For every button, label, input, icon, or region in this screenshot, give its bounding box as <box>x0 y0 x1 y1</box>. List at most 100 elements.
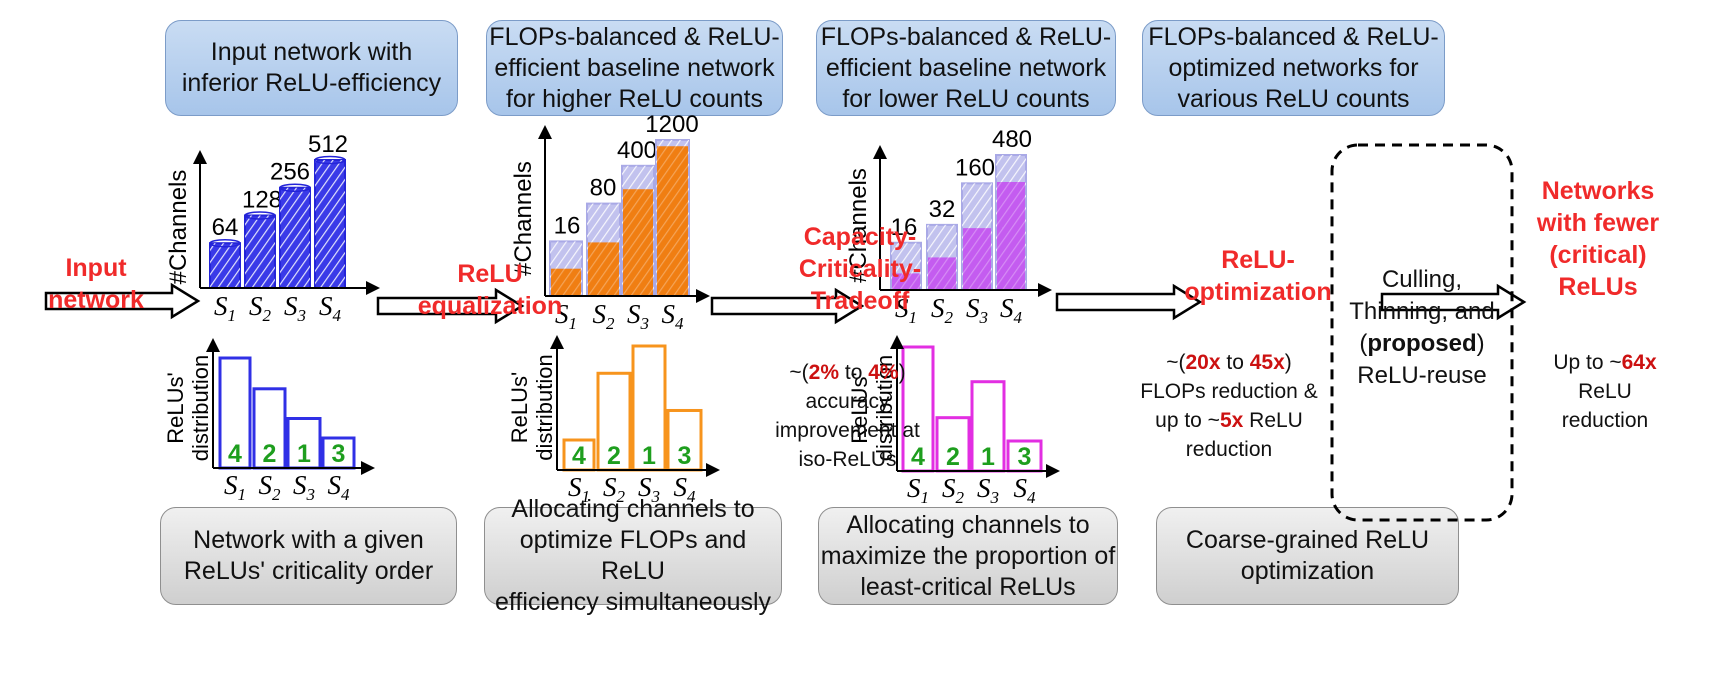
relu-bar <box>935 416 971 473</box>
channel-bar-hatch <box>210 243 240 288</box>
bottom-box-criticality-line: ReLUs' criticality order <box>183 557 434 585</box>
note-flops-mid: to <box>1220 351 1250 374</box>
relu-chart-1-stage-label: S3 <box>293 470 315 504</box>
dashed-process-box <box>1330 143 1514 522</box>
channel-value-label: 16 <box>554 212 581 239</box>
channel-chart-2-stage-label: S1 <box>555 299 577 333</box>
relu-axis-label-line1: ReLUs' <box>507 372 532 443</box>
top-box-lower-line: for lower ReLU counts <box>842 84 1090 113</box>
relu-chart-1: 4 2 1 3 S1 S2 S3 S4 ReLUs' distribution <box>163 338 375 504</box>
bottom-box-proportion-line: least-critical ReLUs <box>860 572 1076 601</box>
relu-bar <box>562 438 596 472</box>
top-box-input-line: inferior ReLU-efficiency <box>181 69 442 97</box>
step-label-equalization: ReLU equalization <box>400 258 580 322</box>
channel-chart-3-stage-label: S3 <box>966 293 988 327</box>
bottom-box-criticality-line: Network with a given <box>193 526 424 554</box>
channel-bar-solid-hatch <box>928 257 956 290</box>
note-accuracy-line: iso-ReLUs <box>798 448 897 471</box>
relu-chart-2-x-arrowhead <box>706 463 720 477</box>
note-relu-reduction: Up to ~64x ReLU reduction <box>1530 348 1680 435</box>
relu-rank-label: 2 <box>607 442 621 470</box>
step-label-output: Networks with fewer (critical) ReLUs <box>1528 175 1668 303</box>
bottom-box-flops: Allocating channels to optimize FLOPs an… <box>484 495 782 616</box>
relu-chart-3-stage-label: S2 <box>942 473 965 507</box>
dashed-box-text: Culling, Thinning, and (proposed) ReLU-r… <box>1337 264 1507 392</box>
bottom-box-proportion-line: maximize the proportion of <box>820 541 1116 570</box>
relu-rank-label: 1 <box>297 440 311 468</box>
top-box-optimized-line: FLOPs-balanced & ReLU- <box>1148 22 1439 51</box>
step-label-tradeoff: Capacity- Criticality- Tradeoff <box>780 221 940 317</box>
channel-value-label: 512 <box>308 131 348 158</box>
channel-axis-label: #Channels <box>165 170 192 285</box>
bottom-box-coarse: Coarse-grained ReLU optimization <box>1156 507 1459 605</box>
note-flops-line3-value: 5x <box>1219 409 1244 432</box>
relu-chart-2-stage-label: S1 <box>568 472 590 506</box>
channel-bar-cap <box>244 211 276 220</box>
note-flops-line3-suffix: ReLU <box>1243 409 1303 432</box>
channel-bar-solid-hatch <box>657 146 688 296</box>
relu-rank-label: 2 <box>946 443 960 471</box>
relu-chart-3-stage-label: S4 <box>1014 473 1037 507</box>
step-label-output-line: ReLUs <box>1558 273 1638 301</box>
relu-axis-label-line1: ReLUs' <box>163 372 188 443</box>
step-label-equalization-line: equalization <box>417 292 563 320</box>
channel-chart-2-stage-label: S4 <box>662 299 685 333</box>
channel-bar-solid-hatch <box>551 268 581 296</box>
relu-chart-3-y-arrowhead <box>890 335 904 349</box>
step-label-tradeoff-line: Capacity- <box>803 223 917 251</box>
note-flops-v2: 45x <box>1249 351 1285 374</box>
channel-chart-1-y-arrowhead <box>193 150 207 164</box>
dashed-box-line2: Thinning, and <box>1349 298 1495 325</box>
bottom-box-flops-line: optimize FLOPs and ReLU <box>519 526 747 585</box>
channel-chart-2-y-arrowhead <box>538 125 552 139</box>
relu-chart-2-stage-label: S2 <box>603 472 626 506</box>
relu-rank-label: 4 <box>911 443 925 471</box>
channel-chart-3-x-arrowhead <box>1038 283 1052 297</box>
channel-value-label: 160 <box>955 154 995 181</box>
bottom-box-proportion-line: Allocating channels to <box>846 510 1090 539</box>
dashed-box-line4: ReLU-reuse <box>1357 362 1487 389</box>
note-accuracy-mid: to <box>839 361 869 384</box>
channel-bar-solid-hatch <box>997 182 1025 290</box>
note-relu-reduction-line: reduction <box>1561 409 1649 432</box>
relu-rank-label: 2 <box>263 440 277 468</box>
channel-chart-3-stage-label: S4 <box>1000 293 1023 327</box>
relu-rank-label: 4 <box>572 442 586 470</box>
channel-value-label: 1200 <box>645 111 698 138</box>
bottom-box-flops-line: Allocating channels to <box>511 495 755 523</box>
channel-value-label: 64 <box>212 214 239 241</box>
relu-chart-1-x-arrowhead <box>361 461 375 475</box>
step-label-input-line: Input <box>65 254 127 282</box>
dashed-box-bold: proposed <box>1367 330 1477 357</box>
channel-chart-2-stage-label: S2 <box>593 299 616 333</box>
channel-bar-cap <box>314 155 346 165</box>
step-label-input: Input network <box>36 252 156 316</box>
note-accuracy: ~(2% to 4%) accuracy improvement at iso-… <box>760 358 935 474</box>
channel-chart-1-x-arrowhead <box>366 281 380 295</box>
step-label-optimization-line: optimization <box>1184 278 1332 306</box>
relu-axis-label-line2: distribution <box>188 355 213 461</box>
channel-bar-solid-hatch <box>963 228 991 290</box>
channel-bar-solid-hatch <box>892 273 920 290</box>
note-flops-range: ~(20x to 45x) <box>1118 348 1340 377</box>
top-box-input: Input network with inferior ReLU-efficie… <box>165 20 458 116</box>
relu-chart-1-stage-label: S2 <box>259 470 282 504</box>
channel-bar-hatch <box>280 187 310 288</box>
step-label-optimization-line: ReLU- <box>1221 246 1295 274</box>
relu-rank-label: 3 <box>678 442 692 470</box>
note-relu-reduction-prefix: Up to ~ <box>1553 351 1622 374</box>
relu-bar <box>666 408 703 472</box>
note-flops-suffix: ) <box>1284 351 1292 374</box>
channel-value-label: 16 <box>891 214 918 241</box>
channel-bar-cap <box>279 183 311 192</box>
step-label-optimization: ReLU- optimization <box>1173 244 1343 308</box>
note-relu-reduction-line: ReLU <box>1578 380 1632 403</box>
note-flops-v1: 20x <box>1185 351 1221 374</box>
top-box-higher-line: for higher ReLU counts <box>505 84 764 113</box>
channel-value-label: 80 <box>590 175 617 202</box>
top-box-higher-relu: FLOPs-balanced & ReLU- efficient baselin… <box>486 20 783 116</box>
bottom-box-criticality: Network with a given ReLUs' criticality … <box>160 507 457 605</box>
